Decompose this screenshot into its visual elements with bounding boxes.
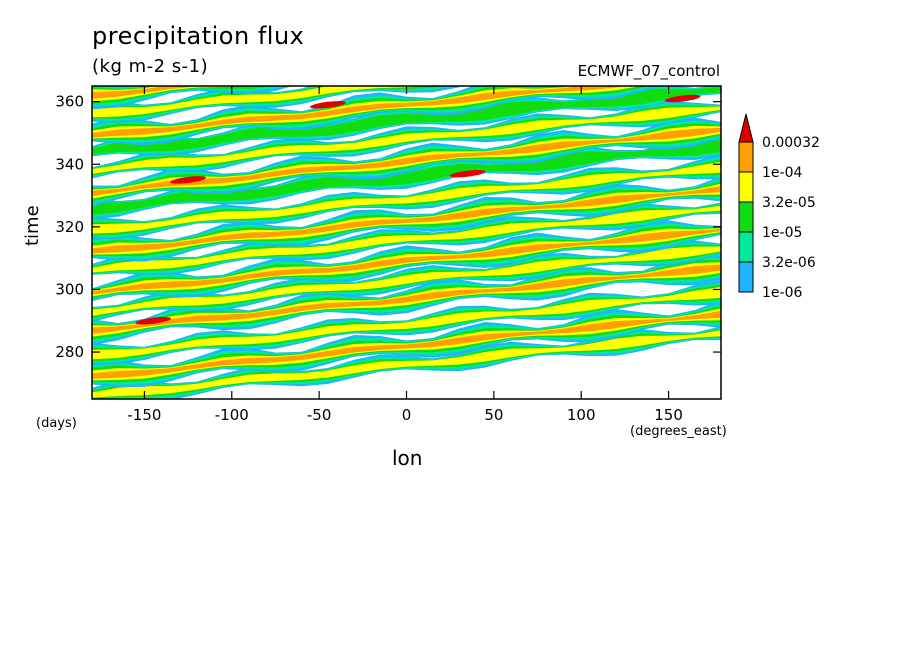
precip-band [92,228,721,295]
precip-band [92,310,721,379]
x-tick-label: 100 [567,406,596,424]
y-axis: 280 300 320 340 360 [55,93,721,361]
y-tick-label: 280 [55,343,84,361]
precip-maximum [135,317,172,325]
chart-title: precipitation flux [92,22,305,50]
precip-band [92,246,721,317]
precip-band [92,330,721,398]
precip-band [92,127,721,196]
precip-band [92,205,721,273]
legend-label: 3.2e-06 [762,255,816,271]
x-axis: -150 -100 -50 0 50 100 150 [127,86,683,424]
legend-swatch [738,113,754,143]
precip-band [92,86,457,121]
y-tick-label: 320 [55,218,84,236]
precip-band [92,86,628,138]
precip-band [92,86,204,99]
y-tick-label: 360 [55,93,84,111]
precip-band [92,106,721,175]
precip-band [92,86,251,102]
precip-band [92,161,721,234]
y-axis-units: (days) [36,416,77,431]
legend-swatch [738,141,754,173]
precip-band [92,264,721,334]
x-tick-label: -100 [215,406,249,424]
x-tick-label: 150 [654,406,683,424]
x-axis-label: lon [392,446,423,470]
legend-swatch [738,201,754,233]
x-tick-label: 0 [402,406,412,424]
precip-maximum [664,94,701,103]
legend-swatch [738,261,754,293]
precip-band [92,86,721,155]
legend-label: 1e-06 [762,285,802,301]
colorbar-legend: 1e-06 3.2e-06 1e-05 3.2e-05 1e-04 0.00032 [738,113,820,301]
y-tick-label: 300 [55,280,84,298]
legend-label: 3.2e-05 [762,195,816,211]
model-label: ECMWF_07_control [577,62,720,80]
precip-maximum [310,101,346,109]
precip-band [92,186,721,254]
chart-units: (kg m-2 s-1) [92,56,209,77]
precip-band [92,138,721,216]
legend-label: 1e-05 [762,225,802,241]
precip-band [92,287,721,360]
legend-swatch [738,231,754,263]
y-tick-label: 340 [55,155,84,173]
legend-swatch [738,171,754,203]
legend-label: 1e-04 [762,165,802,181]
x-tick-label: 50 [484,406,503,424]
precip-band [92,86,445,119]
legend-label: 0.00032 [762,135,820,151]
x-tick-label: -50 [307,406,332,424]
precip-maximum [449,169,486,178]
precip-band [92,86,426,118]
precip-field [92,86,721,399]
precip-maximum [170,176,206,184]
x-tick-label: -150 [127,406,161,424]
x-axis-units: (degrees_east) [630,424,727,439]
